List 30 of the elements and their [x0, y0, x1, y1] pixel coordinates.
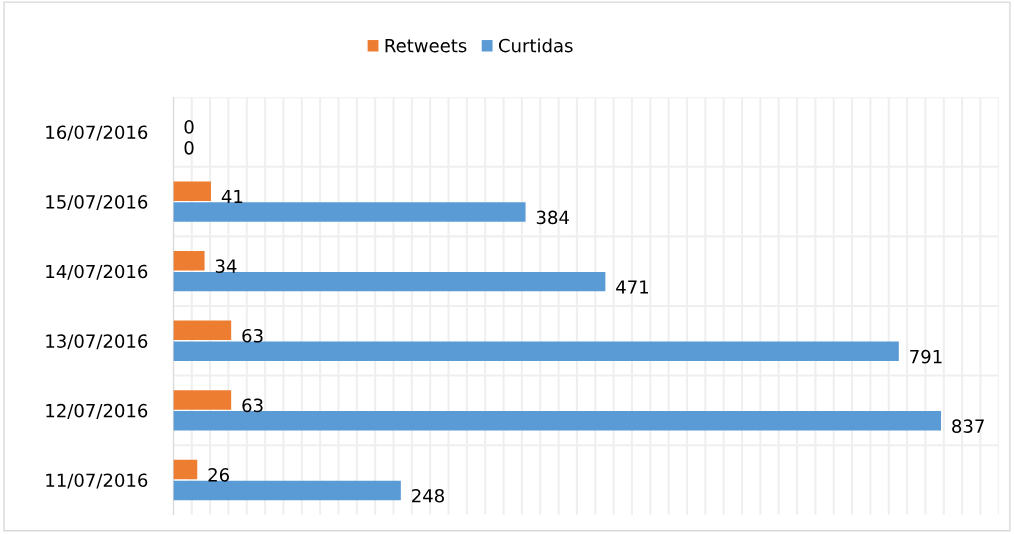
y-tick-label: 16/07/2016	[46, 125, 148, 141]
data-label: 0	[184, 140, 194, 155]
data-label: 791	[910, 349, 942, 364]
bar	[173, 320, 232, 341]
data-label: 248	[412, 488, 444, 503]
data-label: 41	[221, 189, 243, 204]
legend-label: Retweets	[385, 38, 467, 53]
data-label: 471	[616, 280, 649, 294]
data-label: 837	[952, 419, 984, 434]
bar	[173, 390, 232, 410]
bar	[173, 251, 205, 271]
data-label: 34	[215, 259, 237, 273]
y-tick-label: 13/07/2016	[46, 334, 148, 350]
bar	[173, 271, 606, 292]
data-label: 63	[242, 398, 263, 413]
y-tick-label: 12/07/2016	[46, 403, 148, 419]
legend-label: Curtidas	[498, 38, 573, 53]
data-label: 0	[184, 120, 194, 134]
bar	[173, 459, 198, 480]
y-tick-label: 11/07/2016	[46, 473, 148, 489]
bar	[173, 341, 899, 361]
bar	[173, 480, 401, 501]
bar	[173, 411, 942, 431]
data-label: 384	[536, 210, 569, 225]
bar	[173, 202, 526, 222]
data-label: 26	[208, 468, 229, 482]
y-tick-label: 15/07/2016	[46, 195, 148, 211]
y-tick-label: 14/07/2016	[46, 264, 148, 280]
bar	[173, 181, 211, 201]
data-label: 63	[242, 328, 263, 343]
